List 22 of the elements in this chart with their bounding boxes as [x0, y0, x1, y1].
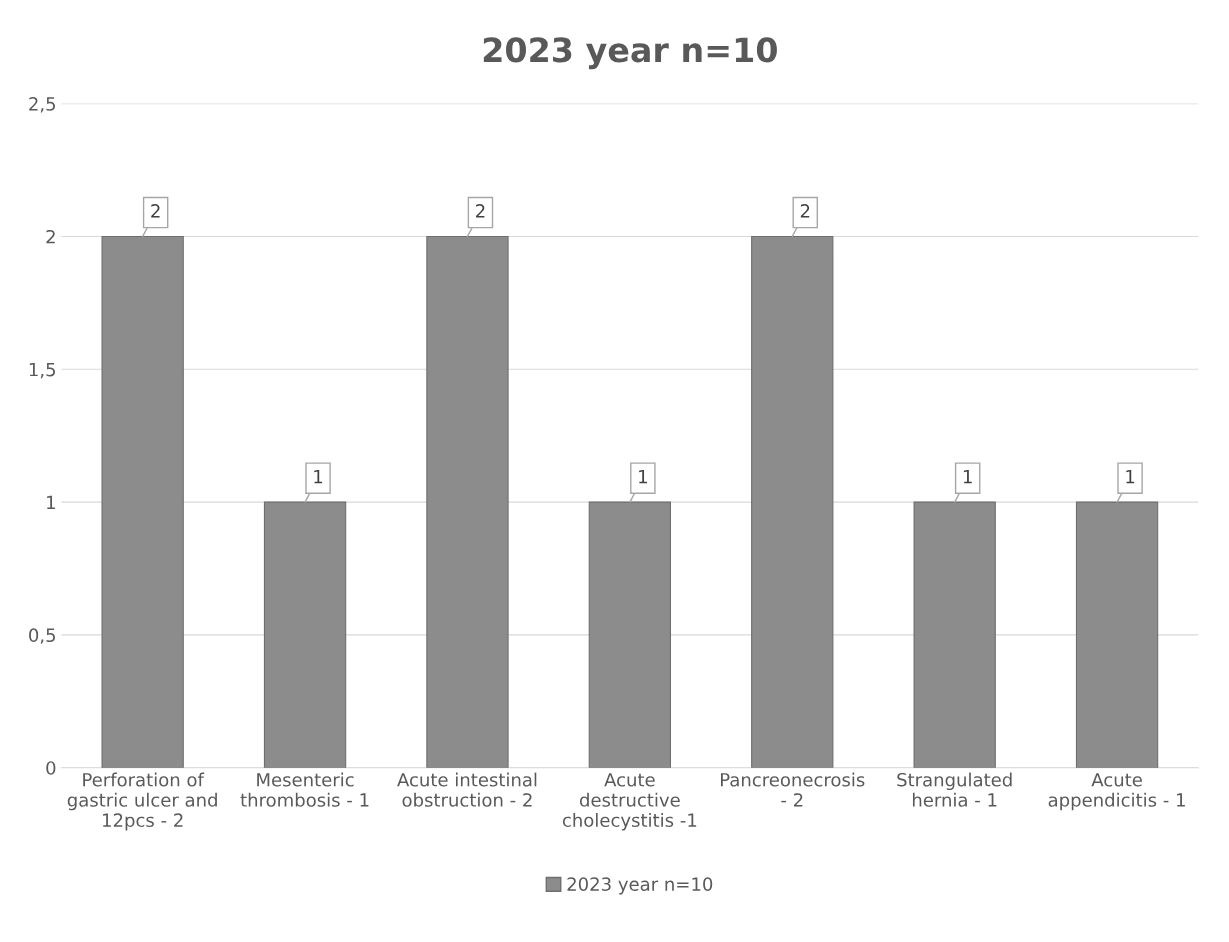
legend-label: 2023 year n=10 [567, 877, 713, 895]
data-label: 2 [476, 204, 485, 218]
data-label: 2 [800, 204, 810, 218]
x-tick-label: Perforation of gastric ulcer and 12pcs - 2 [67, 772, 217, 831]
data-label: 1 [314, 470, 323, 484]
x-tick-label: Acute destructive cholecystitis -1 [562, 773, 697, 831]
x-tick-label: Pancreonecrosis - 2 [721, 772, 865, 807]
y-tick-label: 0 [46, 761, 56, 775]
y-tick-label: 1,5 [29, 362, 56, 379]
data-label: 1 [1126, 470, 1135, 484]
data-label: 1 [639, 470, 647, 484]
x-tick-label: Acute appendicitis - 1 [1048, 773, 1185, 811]
data-label: 1 [963, 470, 972, 484]
chart-title: 2023 year n=10 [483, 37, 777, 70]
y-tick-label: 1 [47, 495, 55, 509]
x-tick-label: Strangulated hernia - 1 [897, 772, 1012, 807]
x-tick-label: Acute intestinal obstruction - 2 [397, 772, 537, 807]
x-tick-label: Mesenteric thrombosis - 1 [240, 772, 369, 807]
y-tick-label: 2 [46, 229, 55, 244]
y-tick-label: 2,5 [29, 97, 56, 113]
data-label: 2 [151, 204, 160, 218]
y-tick-label: 0,5 [29, 628, 56, 644]
